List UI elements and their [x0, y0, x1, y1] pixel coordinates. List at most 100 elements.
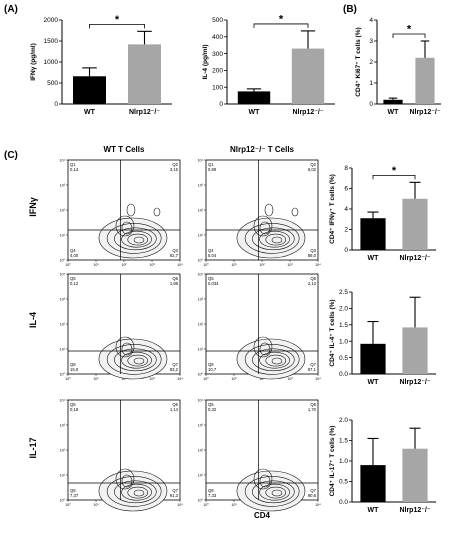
bar-nlrp12 — [402, 448, 428, 502]
quadrant-value: 0,89 — [208, 167, 217, 172]
flow-y-tick-label: 10³ — [198, 423, 204, 427]
category-label: Nlrp12⁻/⁻ — [129, 109, 160, 116]
contour-ring — [271, 489, 283, 497]
flow-x-tick-label: 10⁰ — [65, 503, 71, 507]
contour-ring — [259, 483, 290, 501]
flow-density-contours — [236, 468, 306, 512]
y-tick-label: 1.5 — [339, 322, 348, 329]
bar-wt — [73, 76, 106, 104]
category-label: Nlrp12⁻/⁻ — [409, 109, 440, 116]
flow-y-tick-label: 10⁰ — [198, 498, 204, 502]
y-tick-label: 400 — [212, 34, 223, 41]
y-tick-label: 200 — [212, 68, 223, 75]
contour-ring — [252, 348, 295, 372]
category-label: WT — [84, 109, 96, 116]
quadrant-name: Q5 — [208, 402, 214, 407]
bar-nlrp12 — [402, 198, 428, 250]
quadrant-name: Q3 — [172, 248, 178, 253]
category-label: Nlrp12⁻/⁻ — [399, 507, 430, 514]
quadrant-name: Q6 — [310, 276, 316, 281]
y-tick-label: 1.0 — [339, 458, 348, 465]
flow-x-tick-label: 10⁰ — [65, 263, 71, 267]
flow-y-tick-label: 10¹ — [198, 233, 204, 237]
contour-ring — [121, 351, 152, 369]
contour-ring — [259, 351, 290, 369]
category-label: WT — [388, 109, 400, 116]
quadrant-name: Q2 — [310, 162, 316, 167]
contour-ring — [265, 233, 287, 246]
quadrant-value: 6,02 — [308, 167, 317, 172]
bar-wt — [360, 218, 386, 250]
quadrant-name: Q8 — [70, 362, 76, 367]
contour-ring — [121, 342, 133, 356]
contour-ring — [244, 476, 300, 507]
y-tick-label: 8 — [344, 165, 348, 172]
quadrant-value: 7,33 — [208, 493, 217, 498]
contour-ring — [259, 221, 271, 235]
quadrant-value: 3,15 — [170, 167, 179, 172]
flow-density-contours — [236, 336, 306, 380]
contour-ring — [127, 233, 149, 246]
y-tick-label: 2.5 — [339, 289, 348, 296]
bar-nlrp12 — [415, 57, 435, 104]
y-tick-label: 0.5 — [339, 479, 348, 486]
contour-ring — [244, 344, 300, 375]
y-tick-label: 500 — [212, 17, 223, 24]
flow-x-tick-label: 10³ — [287, 263, 293, 267]
bar-nlrp12 — [128, 44, 161, 104]
quadrant-name: Q8 — [208, 488, 214, 493]
quadrant-value: 92,7 — [170, 253, 179, 258]
y-axis-label: IFNγ (pg/ml) — [30, 43, 37, 81]
y-axis-label: CD4⁺ IL-4⁺ T cells (%) — [329, 299, 336, 366]
panel-label-a: (A) — [4, 4, 18, 15]
flow-y-tick-label: 10³ — [198, 183, 204, 187]
significance-star: * — [392, 165, 397, 177]
contour-ring — [252, 480, 295, 504]
flow-y-tick-label: 10² — [198, 322, 204, 326]
flow-x-tick-label: 10³ — [149, 377, 155, 381]
quadrant-value: 91,3 — [170, 493, 179, 498]
contour-ring — [259, 474, 271, 488]
flow-y-tick-label: 10⁴ — [197, 158, 203, 162]
category-label: Nlrp12⁻/⁻ — [399, 379, 430, 386]
flow-y-tick-label: 10² — [60, 448, 66, 452]
bar-wt — [360, 343, 386, 374]
bar-wt — [360, 465, 386, 502]
quadrant-value: 0,034 — [208, 281, 219, 286]
y-tick-label: 300 — [212, 51, 223, 58]
flow-x-tick-label: 10⁰ — [65, 377, 71, 381]
contour-ring — [114, 480, 157, 504]
flow-row-label-il4: IL-4 — [28, 312, 38, 328]
flow-x-tick-label: 10² — [121, 377, 127, 381]
flow-x-tick-label: 10⁴ — [177, 263, 183, 267]
flow-plot-wt-2: 10⁰10⁰10¹10¹10²10²10³10³10⁴10⁴Q50,16Q61,… — [59, 398, 183, 512]
quadrant-name: Q6 — [172, 276, 178, 281]
y-axis-label: CD4⁺ IFNγ⁺ T cells (%) — [329, 174, 336, 244]
y-tick-label: 0.0 — [339, 499, 348, 506]
flow-x-tick-label: 10¹ — [93, 503, 99, 507]
flow-x-tick-label: 10⁴ — [315, 263, 321, 267]
y-tick-label: 0.0 — [339, 371, 348, 378]
y-tick-label: 1.0 — [339, 338, 348, 345]
flow-y-tick-label: 10³ — [198, 297, 204, 301]
flow-x-tick-label: 10⁴ — [315, 503, 321, 507]
y-tick-label: 0 — [344, 247, 348, 254]
contour-ring — [133, 236, 145, 244]
flow-y-tick-label: 10⁰ — [60, 498, 66, 502]
significance-bracket — [392, 33, 426, 38]
flow-y-tick-label: 10⁴ — [59, 398, 65, 402]
contour-ring — [236, 338, 306, 380]
flow-x-tick-label: 10³ — [149, 263, 155, 267]
quadrant-name: Q8 — [70, 488, 76, 493]
y-tick-label: 0 — [219, 101, 223, 108]
y-axis-label: CD4⁺ IL-17⁺ T cells (%) — [329, 426, 336, 497]
contour-ring — [127, 354, 149, 367]
flow-density-contours — [98, 468, 168, 512]
flow-plot-nlrp12-2: 10⁰10⁰10¹10¹10²10²10³10³10⁴10⁴Q50,32Q61,… — [197, 398, 321, 512]
flow-y-tick-label: 10² — [198, 208, 204, 212]
